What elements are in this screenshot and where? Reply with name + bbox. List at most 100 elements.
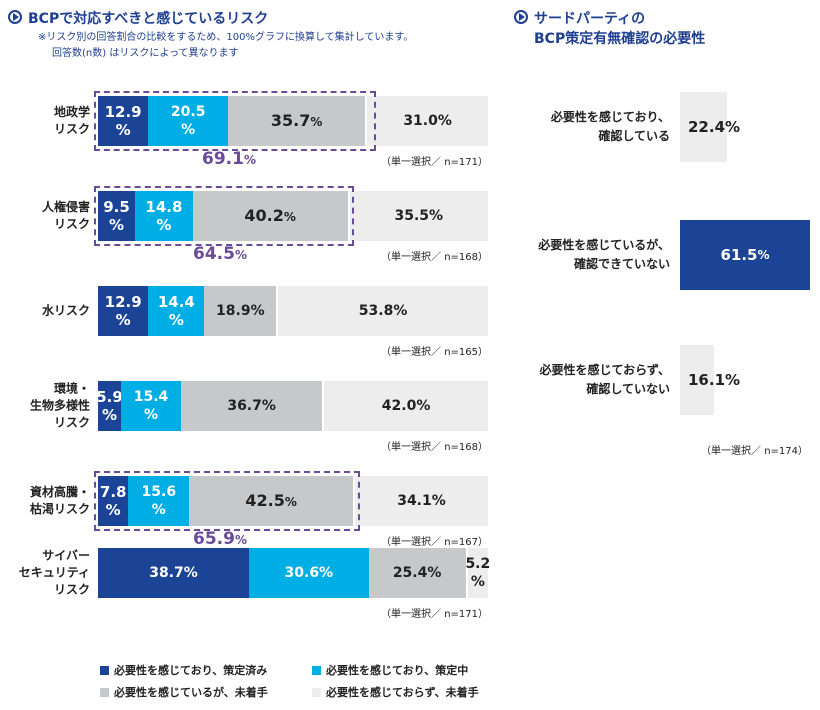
n-label: （単一選択／ n=171） [381,157,488,168]
bar-value-line: % [115,311,131,329]
bar-value-label: 25.4% [393,564,442,582]
n-label: （単一選択／ n=167） [381,537,488,548]
bar-value-label: 9.5% [103,198,130,234]
category-label-line: 生物多様性 [29,398,90,413]
bar-value-label: 14.4% [158,293,195,329]
category-label: 環境・ 生物多様性 リスク [16,381,90,432]
bar-segment: 53.8% [278,286,488,336]
category-label-line: 確認できていない [573,257,670,271]
category-label-line: 必要性を感じているが、 [538,238,670,252]
cumulative-number: 65.9 [193,529,235,549]
category-label-line: 確認していない [586,382,670,396]
bar-value-number: 35.7 [270,110,311,130]
bar-value-line: 15.4 [133,389,169,405]
cumulative-number: 69.1 [202,149,244,169]
bar-value-label: 12.9% [105,103,142,139]
bar-value-line: 9.5 [103,198,130,216]
bar-value-line: 14.8 [145,198,183,216]
bar-value-label: 20.5% [171,103,206,139]
bar-value-line: % [115,121,131,139]
n-label: （単一選択／ n=171） [381,609,488,620]
bar-value-line: 38.7% [149,565,198,581]
bar-value-line: 30.6% [284,565,334,581]
category-label-line: 資材高騰・ [29,485,90,499]
bar: 22.4% [680,92,740,162]
bar: 16.1% [680,345,740,415]
category-label-line: 必要性を感じており、 [550,110,670,124]
legend-swatch [312,687,321,697]
category-label-line: 必要性を感じておらず、 [539,363,670,377]
legend-item: 必要性を感じており、策定済み [100,662,267,678]
bar-value-line: 25.4% [392,565,442,581]
right-chart-title-line1: サードパーティの [534,11,646,27]
bar-segment: 12.9% [98,286,149,336]
legend-label: 必要性を感じており、策定済み [114,664,268,677]
category-label-line: リスク [53,582,90,597]
bar-value-line: 42.0% [381,398,431,414]
bar-value-line: % [109,216,125,234]
bar-value-line: % [470,574,485,590]
category-label: 人権侵害リスク [16,199,90,233]
left-note-line1: ※リスク別の回答割合の比較をするため、100%グラフに換算して集計しています。 [38,32,414,43]
bar-value-line: 53.8% [358,303,408,319]
category-label-line: 地政学 [53,105,90,119]
cumulative-label: 65.9% [193,529,247,549]
category-label: 必要性を感じておらず、確認していない [490,361,670,399]
bar-value-label: 35.7% [270,110,323,131]
n-label: （単一選択／ n=168） [381,442,488,453]
bar-value-line: 14.4 [157,293,195,311]
bar-value-label: 15.6% [142,483,177,519]
n-label: （単一選択／ n=174） [701,446,808,457]
bar-value-line: 34.1% [397,493,446,509]
bar-segment: 34.1% [355,476,488,526]
bar-value-unit: % [310,114,323,129]
category-label: 必要性を感じており、 確認している [490,108,670,146]
category-label: 水リスク [16,303,90,320]
bar-segment: 40.2% [192,191,350,241]
bar-value-number: 42.5 [245,490,285,510]
bar-segment: 18.9% [204,286,279,336]
bar-segment: 30.6% [249,548,369,598]
stacked-bar-chart: 地政学 リスク 12.9% 20.5% 35.7% 31.0% 69.1% （単一選択／ n=… [16,91,491,620]
legend-item: 必要性を感じており、策定中 [312,662,468,678]
bar-value-line: % [105,501,121,519]
play-circle-icon [514,10,528,24]
legend-item: 必要性を感じているが、未着手 [100,684,268,700]
legend-swatch [312,665,321,675]
bar-value-label: 30.6% [285,564,334,582]
bar-value-label: 31.0% [403,112,452,130]
bar-value-line: % [156,216,172,234]
bar-value-label: 22.4% [688,118,741,136]
bar-value-label: 40.2% [244,205,296,226]
bar-value-label: 53.8% [359,302,408,320]
category-label: 地政学 リスク [16,104,90,138]
category-label-line: リスク [53,217,90,231]
bar-segment: 42.0% [324,381,488,431]
bar-segment: 35.7% [228,96,368,146]
bar-value-label: 14.8% [145,198,182,234]
bar-value-line: 7.8 [99,483,127,501]
category-label-line: 人権侵害 [41,200,90,214]
bar-segment: 9.5% [98,191,136,241]
bar-segment: 35.5% [349,191,488,241]
play-circle-icon [8,10,22,24]
cumulative-label: 64.5% [193,244,247,264]
bar-value-label: 35.5% [394,207,443,225]
bar-segment: 31.0% [367,96,488,146]
bar-value-line: 35.5% [394,208,444,224]
bar-value-line: 5.2 [465,556,491,572]
bar-segment: 5.9% [96,381,123,431]
cumulative-box [94,186,354,246]
bar-value-line: % [101,406,118,424]
bar-value-label: 5.9% [96,388,123,424]
bar-value-line: 18.9% [216,303,265,319]
n-label: （単一選択／ n=168） [381,252,488,263]
cumulative-unit: % [243,153,256,167]
category-label-line: 枯渇リスク [29,502,90,516]
bar-value-number: 40.2 [244,205,284,225]
right-chart-title-line2: BCP策定有無確認の必要性 [534,31,706,47]
bar-value-label: 15.4% [134,388,169,424]
category-label-line: サイバー [42,548,90,563]
category-label-line: 環境・ [53,381,90,396]
bar-value-label: 16.1% [688,371,741,389]
